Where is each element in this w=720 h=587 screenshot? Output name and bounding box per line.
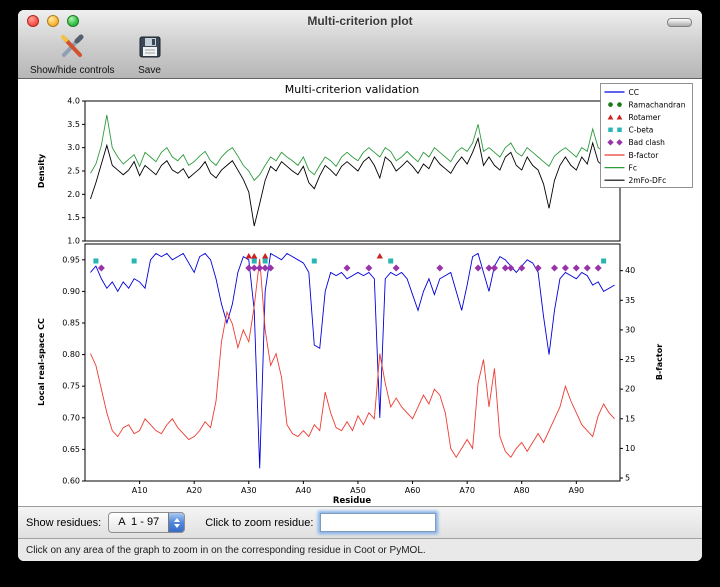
svg-text:2.0: 2.0 — [67, 190, 80, 199]
svg-text:0.95: 0.95 — [62, 255, 80, 264]
svg-text:Ramachandran: Ramachandran — [629, 100, 686, 109]
zoom-residue-label: Click to zoom residue: — [205, 516, 314, 529]
svg-text:A60: A60 — [405, 486, 421, 495]
svg-text:0.70: 0.70 — [62, 413, 80, 422]
controls-row: Show residues: A 1 - 97 Click to zoom re… — [18, 506, 702, 538]
svg-text:Multi-criterion validation: Multi-criterion validation — [285, 83, 420, 96]
svg-text:0.80: 0.80 — [62, 350, 80, 359]
svg-text:0.90: 0.90 — [62, 287, 80, 296]
svg-text:CC: CC — [629, 88, 639, 97]
residue-range-value: A 1 - 97 — [118, 516, 160, 528]
svg-text:1.0: 1.0 — [67, 237, 80, 246]
svg-text:0.65: 0.65 — [62, 445, 80, 454]
show-hide-controls-label: Show/hide controls — [30, 65, 115, 76]
status-text: Click on any area of the graph to zoom i… — [26, 544, 426, 556]
traffic-lights — [27, 15, 79, 27]
toolbar: Show/hide controls Save — [18, 32, 702, 78]
show-residues-label: Show residues: — [26, 516, 102, 529]
svg-text:Bad clash: Bad clash — [629, 138, 666, 147]
toolbar-toggle-button[interactable] — [667, 18, 692, 27]
plot-figure: Multi-criterion validation 4.0 3.5 3.0 2.5 2.… — [18, 79, 702, 506]
show-hide-controls-button[interactable]: Show/hide controls — [30, 34, 115, 76]
zoom-button[interactable] — [67, 15, 79, 27]
svg-text:35: 35 — [625, 296, 635, 305]
svg-text:2.5: 2.5 — [67, 167, 80, 176]
svg-text:Residue: Residue — [333, 496, 371, 506]
svg-text:40: 40 — [625, 266, 635, 275]
zoom-residue-input[interactable] — [320, 513, 437, 532]
svg-text:Fc: Fc — [629, 163, 637, 172]
multi-criterion-chart[interactable]: Multi-criterion validation 4.0 3.5 3.0 2.5 2.… — [30, 79, 702, 507]
svg-text:0.75: 0.75 — [62, 382, 80, 391]
save-label: Save — [138, 65, 161, 76]
svg-text:5: 5 — [625, 474, 630, 483]
save-button[interactable]: Save — [137, 34, 163, 76]
close-button[interactable] — [27, 15, 39, 27]
status-bar: Click on any area of the graph to zoom i… — [18, 538, 702, 561]
titlebar[interactable]: Multi-criterion plot — [18, 10, 702, 32]
svg-text:15: 15 — [625, 414, 635, 423]
dropdown-stepper-icon — [168, 513, 185, 532]
show-hide-controls-icon — [59, 34, 85, 65]
app-window: Multi-criterion plot Show/hide controls — [18, 10, 702, 561]
svg-text:Density: Density — [37, 153, 46, 188]
svg-text:3.5: 3.5 — [67, 120, 80, 129]
svg-text:A50: A50 — [350, 486, 366, 495]
svg-text:A80: A80 — [514, 486, 530, 495]
save-icon — [137, 34, 163, 65]
svg-text:20: 20 — [625, 385, 635, 394]
minimize-button[interactable] — [47, 15, 59, 27]
svg-text:A40: A40 — [296, 486, 312, 495]
svg-text:2mFo-DFc: 2mFo-DFc — [629, 176, 667, 185]
window-title: Multi-criterion plot — [307, 14, 413, 28]
svg-text:1.5: 1.5 — [67, 213, 80, 222]
residue-range-dropdown[interactable]: A 1 - 97 — [108, 512, 186, 533]
svg-text:0.60: 0.60 — [62, 477, 80, 486]
svg-text:A30: A30 — [241, 486, 257, 495]
window-chrome: Multi-criterion plot Show/hide controls — [18, 10, 702, 79]
svg-text:B-factor: B-factor — [629, 151, 660, 160]
svg-text:10: 10 — [625, 444, 635, 453]
svg-text:3.0: 3.0 — [67, 143, 80, 152]
svg-text:B-factor: B-factor — [655, 344, 664, 380]
svg-text:A90: A90 — [568, 486, 584, 495]
svg-text:4.0: 4.0 — [67, 97, 80, 106]
svg-text:Rotamer: Rotamer — [629, 113, 662, 122]
svg-text:25: 25 — [625, 355, 635, 364]
svg-text:30: 30 — [625, 325, 635, 334]
svg-text:C-beta: C-beta — [629, 126, 654, 135]
svg-text:Local real-space CC: Local real-space CC — [37, 318, 46, 406]
svg-text:0.85: 0.85 — [62, 319, 80, 328]
svg-text:A70: A70 — [459, 486, 475, 495]
svg-text:A10: A10 — [132, 486, 148, 495]
svg-text:A20: A20 — [186, 486, 202, 495]
